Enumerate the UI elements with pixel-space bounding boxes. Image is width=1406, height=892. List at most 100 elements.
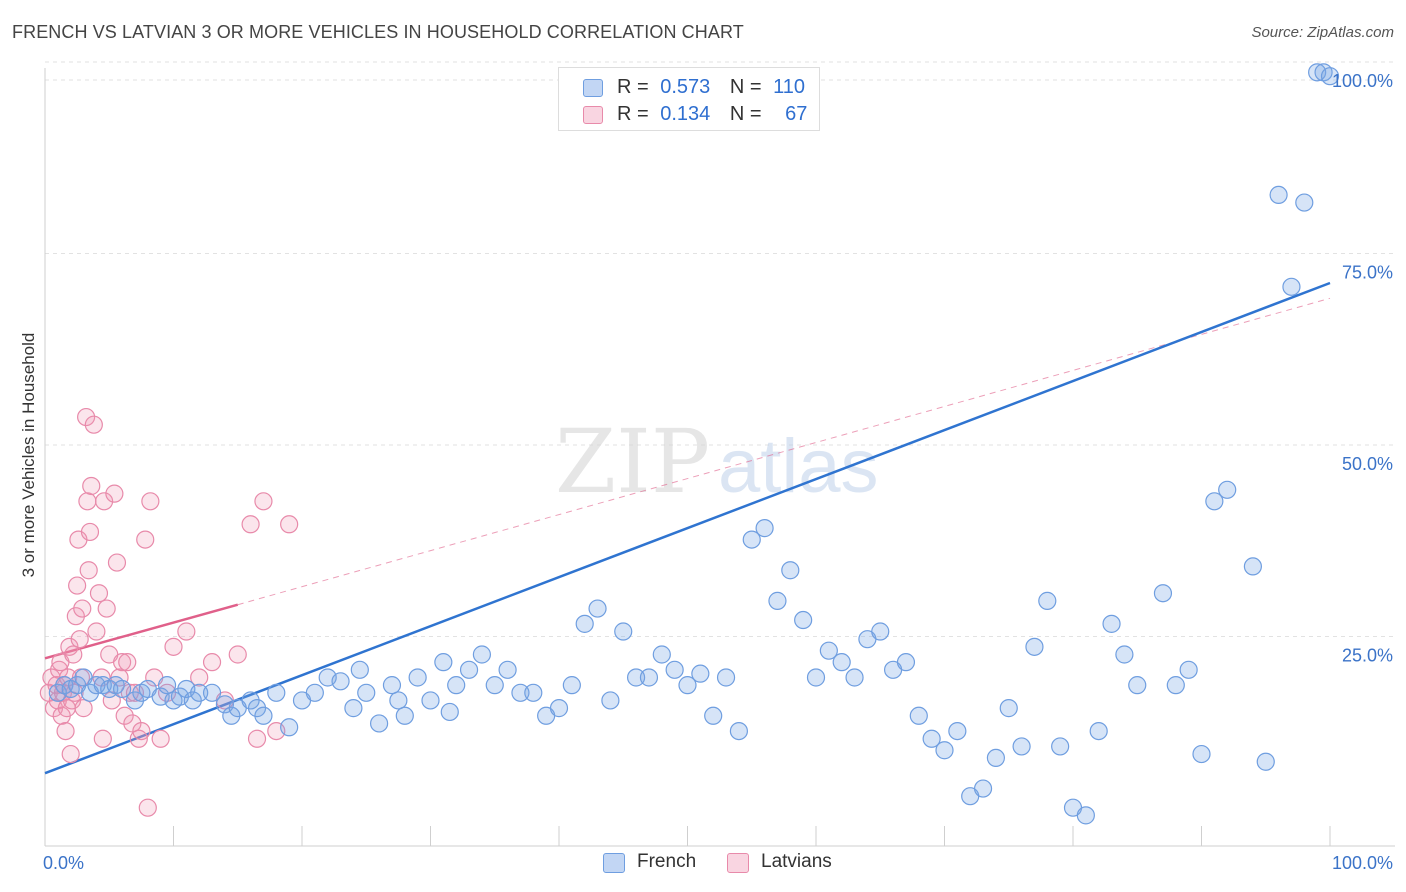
latvian-point	[136, 530, 155, 549]
latvian-point	[79, 561, 98, 580]
french-point	[389, 691, 408, 710]
latvian-point	[115, 706, 134, 725]
legend-french-n-value: 110	[773, 76, 806, 98]
french-point	[678, 676, 697, 695]
french-point	[626, 668, 646, 687]
french-point	[1115, 645, 1134, 664]
french-point	[305, 683, 324, 702]
latvian-swatch	[583, 106, 603, 124]
french-point	[395, 706, 414, 725]
latvian-point	[74, 699, 93, 718]
french-point	[588, 599, 607, 618]
latvian-trend-extension	[237, 297, 1331, 606]
french-point	[1320, 67, 1340, 86]
french-point	[1218, 480, 1237, 499]
latvian-point	[68, 576, 87, 595]
french-point	[691, 664, 710, 683]
latvian-point	[254, 492, 273, 511]
french-swatch	[583, 79, 603, 97]
french-point	[999, 699, 1018, 718]
legend-french-n-label: N =	[729, 76, 762, 98]
latvian-point	[102, 691, 121, 710]
french-point	[434, 653, 453, 672]
french-point	[1153, 584, 1173, 603]
french-point	[1012, 737, 1031, 756]
latvian-point	[228, 645, 247, 664]
latvian-point	[202, 653, 222, 672]
french-point	[575, 614, 594, 633]
french-point	[1269, 185, 1288, 204]
french-point	[935, 741, 954, 760]
bottom-french-label: French	[637, 851, 697, 872]
chart-title: FRENCH VS LATVIAN 3 OR MORE VEHICLES IN …	[12, 22, 744, 42]
latvian-points	[39, 407, 299, 817]
french-point	[986, 748, 1006, 768]
chart-source: Source: ZipAtlas.com	[1251, 24, 1394, 41]
latvian-point	[112, 653, 132, 672]
french-point	[1192, 744, 1211, 764]
french-trend-line	[44, 281, 1331, 775]
latvian-point	[82, 476, 101, 496]
latvian-point	[95, 492, 114, 511]
latvian-point	[132, 721, 151, 741]
latvian-point	[97, 599, 116, 618]
latvian-point	[138, 798, 157, 817]
latvian-point	[56, 721, 75, 741]
french-point	[1243, 557, 1263, 576]
french-point	[459, 660, 479, 679]
french-point	[922, 729, 941, 748]
french-point	[729, 721, 749, 741]
latvian-point	[84, 415, 103, 434]
french-point	[157, 676, 177, 695]
french-point	[704, 706, 723, 725]
bottom-french-swatch	[603, 853, 625, 873]
watermark-atlas: atlas	[718, 424, 879, 509]
watermark-zip: ZIP	[555, 410, 710, 513]
french-point	[382, 676, 402, 695]
latvian-point	[93, 729, 112, 748]
french-points	[48, 63, 1340, 825]
french-point	[973, 779, 993, 798]
latvian-point	[247, 729, 267, 748]
latvian-point	[177, 622, 196, 641]
french-point	[1256, 752, 1275, 771]
french-point	[652, 645, 671, 664]
french-point	[794, 610, 813, 630]
french-point	[190, 683, 209, 702]
french-point	[485, 676, 504, 695]
french-point	[112, 679, 132, 699]
french-point	[639, 668, 659, 687]
french-point	[832, 653, 851, 672]
french-point	[909, 706, 928, 725]
french-point	[742, 530, 761, 549]
latvian-point	[280, 515, 299, 534]
x-tick-label-left: 0.0%	[43, 853, 84, 873]
french-point	[1076, 806, 1095, 825]
french-point	[806, 668, 826, 687]
french-point	[1282, 277, 1301, 296]
french-point	[665, 660, 684, 679]
legend-latvian-n-value: 67	[785, 103, 808, 125]
french-point	[1089, 721, 1108, 741]
french-point	[948, 721, 967, 741]
french-point	[350, 660, 369, 679]
french-point	[1025, 637, 1044, 656]
french-point	[1166, 676, 1185, 695]
latvian-point	[105, 484, 124, 503]
legend-latvian-n-label: N =	[729, 103, 762, 125]
french-point	[1295, 193, 1314, 212]
french-point	[819, 641, 838, 660]
french-point	[601, 691, 620, 710]
latvian-point	[70, 630, 89, 649]
french-point	[447, 676, 466, 695]
bottom-latvian-label: Latvians	[761, 851, 832, 872]
french-point	[562, 676, 581, 695]
x-tick-label-right: 100.0%	[1332, 853, 1393, 873]
french-point	[440, 702, 459, 722]
french-point	[549, 699, 569, 718]
latvian-point	[77, 407, 96, 427]
french-point	[871, 622, 890, 641]
french-point	[1051, 737, 1070, 756]
gridlines	[45, 61, 1395, 637]
